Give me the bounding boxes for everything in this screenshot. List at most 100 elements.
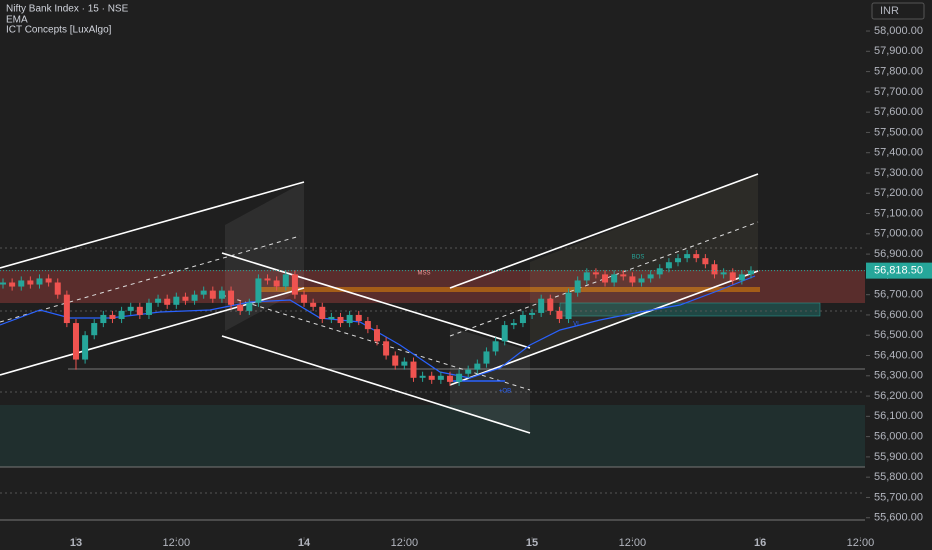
- y-tick-label: 55,900.00: [874, 451, 923, 463]
- candle-body: [665, 262, 672, 269]
- candle-body: [538, 298, 545, 313]
- x-tick-label: 15: [526, 537, 538, 549]
- last-price-box: [866, 262, 932, 279]
- candle-body: [36, 278, 43, 285]
- channel-mid: [449, 221, 759, 337]
- candle-body: [592, 272, 599, 275]
- candle-body: [647, 274, 654, 279]
- y-tick-label: 55,800.00: [874, 471, 923, 483]
- y-tick-label: 55,700.00: [874, 491, 923, 503]
- candle-body: [465, 369, 472, 374]
- candle-body: [228, 290, 235, 305]
- candle-body: [373, 329, 380, 342]
- y-tick-label: 57,100.00: [874, 207, 923, 219]
- y-tick-label: 57,200.00: [874, 187, 923, 199]
- last-price-label: 56,818.50: [874, 265, 923, 277]
- channel-line: [449, 270, 759, 386]
- candle-body: [209, 290, 216, 299]
- y-tick-label: 56,500.00: [874, 329, 923, 341]
- levels: [0, 247, 865, 494]
- time-axis: [0, 537, 932, 550]
- y-tick-label: 57,400.00: [874, 147, 923, 159]
- candle-body: [392, 355, 399, 366]
- candle-body: [483, 351, 490, 364]
- candle-body: [319, 306, 326, 319]
- channel-shade: [450, 327, 530, 433]
- candle-body: [273, 280, 280, 287]
- y-tick-label: 57,800.00: [874, 65, 923, 77]
- channel-line: [0, 287, 305, 376]
- y-tick-label: 56,600.00: [874, 309, 923, 321]
- channel-line: [449, 173, 759, 289]
- channel-shade: [530, 174, 758, 355]
- candle-body: [100, 314, 107, 324]
- candle-body: [282, 274, 289, 287]
- currency[interactable]: INR: [880, 5, 899, 17]
- candle-body: [27, 280, 34, 285]
- candle-body: [82, 335, 89, 360]
- candle-body: [9, 282, 16, 287]
- ob-box: [559, 302, 821, 317]
- candle-body: [492, 341, 499, 352]
- indicator-label: ICT Concepts [LuxAlgo]: [6, 25, 112, 36]
- ema-line: [0, 275, 756, 379]
- candle-body: [410, 361, 417, 378]
- channel-mid: [221, 294, 531, 391]
- channel-line: [0, 181, 305, 269]
- candle-body: [556, 310, 563, 319]
- y-tick-label: 57,700.00: [874, 86, 923, 98]
- candle-body: [456, 373, 463, 382]
- demand-zone: [0, 405, 865, 467]
- candle-body: [620, 274, 627, 277]
- candle-body: [355, 314, 362, 322]
- candle-body: [45, 278, 52, 283]
- candle-body: [164, 298, 171, 305]
- y-tick-label: 56,000.00: [874, 431, 923, 443]
- y-tick-label: 55,600.00: [874, 512, 923, 524]
- candle-body: [54, 282, 61, 295]
- candle-body: [693, 254, 700, 259]
- candle-body: [118, 310, 125, 319]
- candle-body: [246, 302, 253, 311]
- y-tick-label: 57,600.00: [874, 106, 923, 118]
- candle-body: [328, 316, 335, 319]
- candle-body: [510, 323, 517, 326]
- y-tick-label: 56,200.00: [874, 390, 923, 402]
- candle-body: [0, 282, 7, 285]
- candle-body: [419, 375, 426, 378]
- candle-body: [446, 375, 453, 382]
- candle-body: [684, 254, 691, 259]
- candle-body: [428, 375, 435, 380]
- candle-body: [346, 314, 353, 324]
- y-tick-label: 56,300.00: [874, 370, 923, 382]
- candle-body: [218, 290, 225, 299]
- candle-body: [383, 341, 390, 356]
- candle-body: [565, 292, 572, 319]
- candle-body: [301, 294, 308, 303]
- candle-body: [720, 272, 727, 275]
- candle-body: [519, 314, 526, 324]
- candle-body: [437, 375, 444, 380]
- y-tick-label: 58,000.00: [874, 25, 923, 37]
- candle-body: [337, 316, 344, 324]
- x-tick-label: 14: [298, 537, 311, 549]
- candle-body: [200, 290, 207, 295]
- indicator-label: EMA: [6, 15, 28, 26]
- currency-box[interactable]: [871, 2, 925, 20]
- supply-zone: [0, 270, 865, 303]
- candle-body: [501, 325, 508, 342]
- candle-body: [547, 298, 554, 311]
- candle-body: [602, 274, 609, 283]
- candle-body: [291, 274, 298, 295]
- candle-body: [264, 278, 271, 281]
- y-tick-label: 57,900.00: [874, 45, 923, 57]
- candle-body: [237, 304, 244, 311]
- candle-body: [145, 302, 152, 315]
- y-tick-label: 56,400.00: [874, 349, 923, 361]
- x-tick-label: 12:00: [619, 537, 647, 549]
- y-tick-label: 57,500.00: [874, 126, 923, 138]
- annotation: VI: [573, 322, 579, 328]
- candles: [0, 250, 754, 386]
- annotation: BOS: [632, 255, 645, 261]
